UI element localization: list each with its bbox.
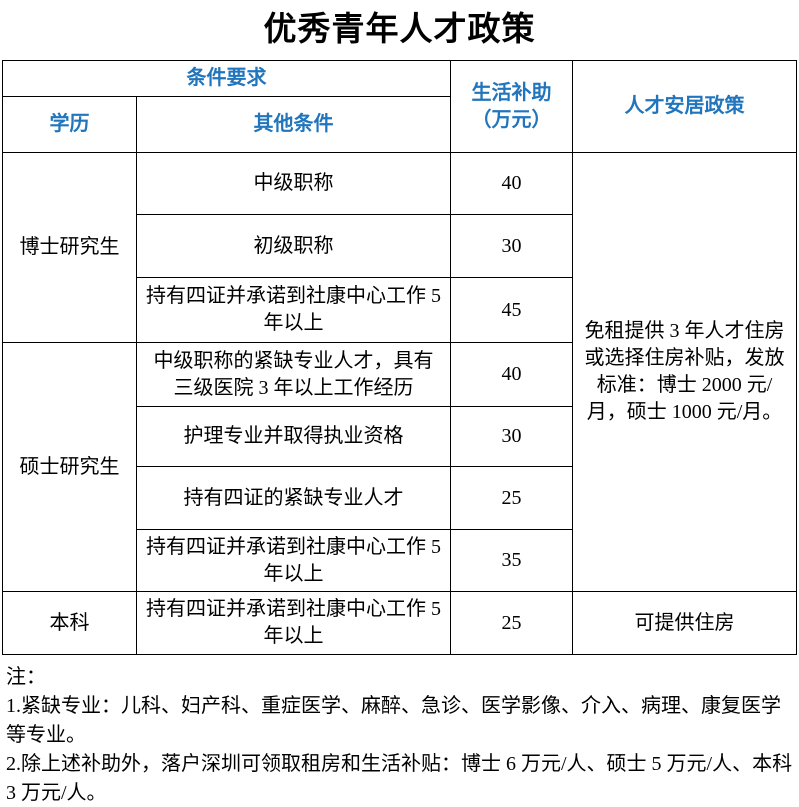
note-item-2: 2.除上述补助外，落户深圳可领取租房和生活补贴：博士 6 万元/人、硕士 5 万… xyxy=(6,753,793,804)
education-bachelor: 本科 xyxy=(2,591,137,655)
subsidy-master-4: 35 xyxy=(450,529,573,592)
table-row: 持有四证并承诺到社康中心工作 5 年以上 35 xyxy=(3,529,797,592)
table-row: 硕士研究生 中级职称的紧缺专业人才，具有三级医院 3 年以上工作经历 40 xyxy=(2,342,797,592)
notes-label: 注： xyxy=(6,666,46,688)
subsidy-master-2: 30 xyxy=(450,406,573,467)
table-row: 持有四证并承诺到社康中心工作 5 年以上 45 xyxy=(3,277,797,343)
header-condition-group: 条件要求 xyxy=(2,60,451,97)
table-row: 初级职称 30 xyxy=(3,214,797,278)
housing-policy-bachelor: 可提供住房 xyxy=(572,591,797,655)
condition-doctor-2: 初级职称 xyxy=(136,214,451,278)
condition-bachelor-1: 持有四证并承诺到社康中心工作 5 年以上 xyxy=(136,591,451,655)
education-master: 硕士研究生 xyxy=(2,342,137,592)
table-row: 护理专业并取得执业资格 30 xyxy=(3,406,797,467)
condition-master-3: 持有四证的紧缺专业人才 xyxy=(136,466,451,530)
table-row: 博士研究生 中级职称 40 免租提供 3 年人才住房或选择住房补贴，发放标准：博… xyxy=(2,152,797,592)
subsidy-doctor-2: 30 xyxy=(450,214,573,278)
table-header-row-1: 条件要求 生活补助 （万元） 人才安居政策 xyxy=(2,60,797,153)
condition-doctor-1: 中级职称 xyxy=(136,152,451,215)
condition-doctor-3: 持有四证并承诺到社康中心工作 5 年以上 xyxy=(136,277,451,343)
education-doctor: 博士研究生 xyxy=(2,152,137,343)
notes: 注： 1.紧缺专业：儿科、妇产科、重症医学、麻醉、急诊、医学影像、介入、病理、康… xyxy=(6,663,794,807)
subsidy-doctor-3: 45 xyxy=(450,277,573,343)
policy-table: 条件要求 生活补助 （万元） 人才安居政策 学历 其他条件 博士研究生 中级职称… xyxy=(2,60,797,655)
page-title: 优秀青年人才政策 xyxy=(263,12,536,48)
note-item-1: 1.紧缺专业：儿科、妇产科、重症医学、麻醉、急诊、医学影像、介入、病理、康复医学… xyxy=(6,695,781,746)
condition-master-4: 持有四证并承诺到社康中心工作 5 年以上 xyxy=(136,529,451,592)
subsidy-bachelor-1: 25 xyxy=(450,591,573,655)
header-other-condition: 其他条件 xyxy=(136,96,451,153)
header-education: 学历 xyxy=(2,96,137,153)
table-header-row-2: 学历 其他条件 xyxy=(2,96,797,153)
header-subsidy-line1: 生活补助 xyxy=(471,81,552,104)
header-subsidy-line2: （万元） xyxy=(471,108,552,131)
subsidy-master-1: 40 xyxy=(450,342,573,407)
header-housing-policy: 人才安居政策 xyxy=(572,60,797,153)
subsidy-master-3: 25 xyxy=(450,466,573,530)
condition-master-2: 护理专业并取得执业资格 xyxy=(136,406,451,467)
condition-master-1: 中级职称的紧缺专业人才，具有三级医院 3 年以上工作经历 xyxy=(136,342,451,407)
housing-policy-shared: 免租提供 3 年人才住房或选择住房补贴，发放标准：博士 2000 元/月，硕士 … xyxy=(572,152,797,592)
table-row: 本科 持有四证并承诺到社康中心工作 5 年以上 25 可提供住房 xyxy=(2,591,797,655)
header-subsidy: 生活补助 （万元） xyxy=(450,60,573,153)
subsidy-doctor-1: 40 xyxy=(450,152,573,215)
